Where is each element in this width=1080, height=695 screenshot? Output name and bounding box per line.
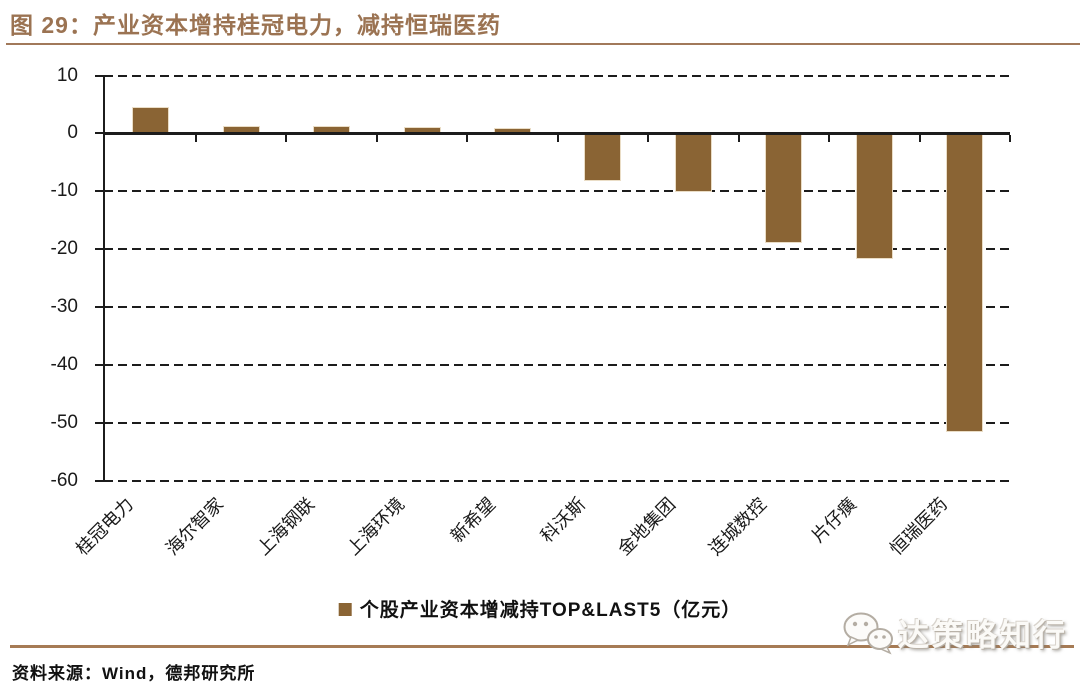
y-axis-tick [95, 306, 104, 309]
y-tick-label: 10 [56, 64, 78, 86]
footer-divider [10, 645, 1074, 648]
y-axis-line [103, 74, 105, 482]
x-axis-line [104, 131, 1010, 135]
x-axis-tick [737, 134, 740, 142]
x-axis-label: 上海环境 [343, 494, 409, 560]
gridline-y-10 [104, 74, 1010, 77]
x-axis-tick [828, 134, 831, 142]
x-axis-label: 科沃斯 [536, 494, 590, 547]
x-axis-tick [918, 134, 921, 142]
y-axis-tick [95, 479, 104, 482]
x-axis-label: 连城数控 [704, 494, 771, 560]
watermark: 达策略知行 [842, 610, 1068, 655]
y-tick-label: 0 [67, 122, 78, 144]
y-axis-tick [95, 421, 104, 424]
x-axis-label: 海尔智家 [162, 494, 228, 560]
wechat-chat-bubbles-icon [843, 612, 893, 655]
y-axis-tick [95, 248, 104, 251]
title-divider [6, 43, 1080, 45]
gridline-y--60 [104, 479, 1010, 482]
y-tick-label: -50 [50, 411, 78, 433]
x-axis-label: 上海钢联 [252, 494, 318, 560]
chart-legend: 个股产业资本增减持TOP&LAST5（亿元） [338, 595, 742, 622]
x-axis-label: 恒瑞医药 [885, 494, 951, 560]
gridline-y--30 [104, 306, 1010, 309]
x-axis-tick [285, 134, 288, 142]
x-axis-label: 片仔癀 [808, 494, 861, 547]
y-tick-label: -10 [50, 180, 78, 202]
x-axis-tick [1009, 134, 1011, 142]
y-tick-label: -20 [50, 238, 78, 260]
gridline-y--50 [104, 421, 1010, 424]
bar-片仔癀 [855, 133, 893, 260]
y-tick-label: -60 [50, 469, 78, 491]
x-axis-tick [556, 134, 559, 142]
x-axis-label: 新希望 [446, 494, 499, 547]
x-axis-tick [647, 134, 650, 142]
x-axis-tick [375, 134, 378, 142]
y-tick-label: -30 [50, 296, 78, 318]
figure-title: 图 29：产业资本增持桂冠电力，减持恒瑞医药 [10, 12, 501, 38]
y-axis-tick [95, 132, 104, 135]
y-tick-label: -40 [50, 354, 78, 375]
x-axis-label: 金地集团 [614, 494, 680, 560]
watermark-text: 达策略知行 [898, 618, 1068, 653]
gridline-y--20 [104, 248, 1010, 251]
x-axis-label: 桂冠电力 [71, 494, 137, 560]
gridline-y--40 [104, 364, 1010, 366]
bar-恒瑞医药 [946, 133, 984, 432]
bar-连城数控 [765, 133, 803, 243]
legend-marker [338, 603, 352, 616]
x-axis-tick [466, 134, 469, 142]
y-axis-tick [95, 74, 104, 77]
gridline-y--10 [104, 190, 1010, 193]
bar-金地集团 [674, 133, 712, 192]
legend-label: 个股产业资本增减持TOP&LAST5（亿元） [359, 600, 742, 621]
bar-桂冠电力 [132, 106, 170, 134]
source-note: 资料来源：Wind，德邦研究所 [12, 664, 256, 683]
x-axis-tick [194, 134, 197, 142]
y-axis-tick [95, 190, 104, 193]
y-axis-tick [95, 364, 104, 366]
bar-科沃斯 [584, 133, 622, 181]
